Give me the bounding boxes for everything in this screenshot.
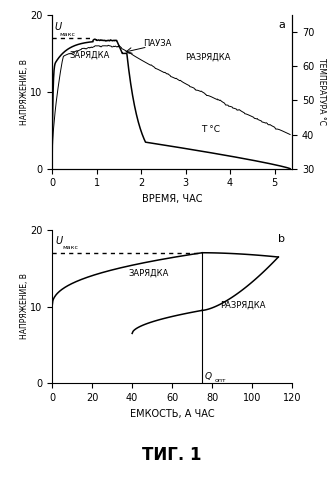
Text: ЗАРЯДКА: ЗАРЯДКА [69,50,109,59]
Text: ΤИГ. 1: ΤИГ. 1 [142,446,202,464]
X-axis label: ЕМКОСТЬ, А ЧАС: ЕМКОСТЬ, А ЧАС [130,408,214,418]
Y-axis label: ТЕМПЕРАТУРА °С: ТЕМПЕРАТУРА °С [317,58,326,126]
Text: опт: опт [214,378,226,383]
Text: Q: Q [204,372,211,380]
Text: b: b [278,234,285,244]
Text: a: a [278,20,285,30]
Text: ЗАРЯДКА: ЗАРЯДКА [128,269,169,278]
Text: РАЗРЯДКА: РАЗРЯДКА [220,301,266,310]
Text: ПАУЗА: ПАУЗА [143,38,172,48]
Y-axis label: НАПРЯЖЕНИЕ, В: НАПРЯЖЕНИЕ, В [19,59,29,125]
Y-axis label: НАПРЯЖЕНИЕ, В: НАПРЯЖЕНИЕ, В [19,274,29,340]
Text: U: U [54,22,61,32]
Text: РАЗРЯДКА: РАЗРЯДКА [185,52,231,62]
X-axis label: ВРЕМЯ, ЧАС: ВРЕМЯ, ЧАС [142,194,203,204]
Text: макс: макс [62,245,78,250]
Text: T °С: T °С [201,125,220,134]
Text: макс: макс [60,32,76,36]
Text: U: U [55,236,62,246]
